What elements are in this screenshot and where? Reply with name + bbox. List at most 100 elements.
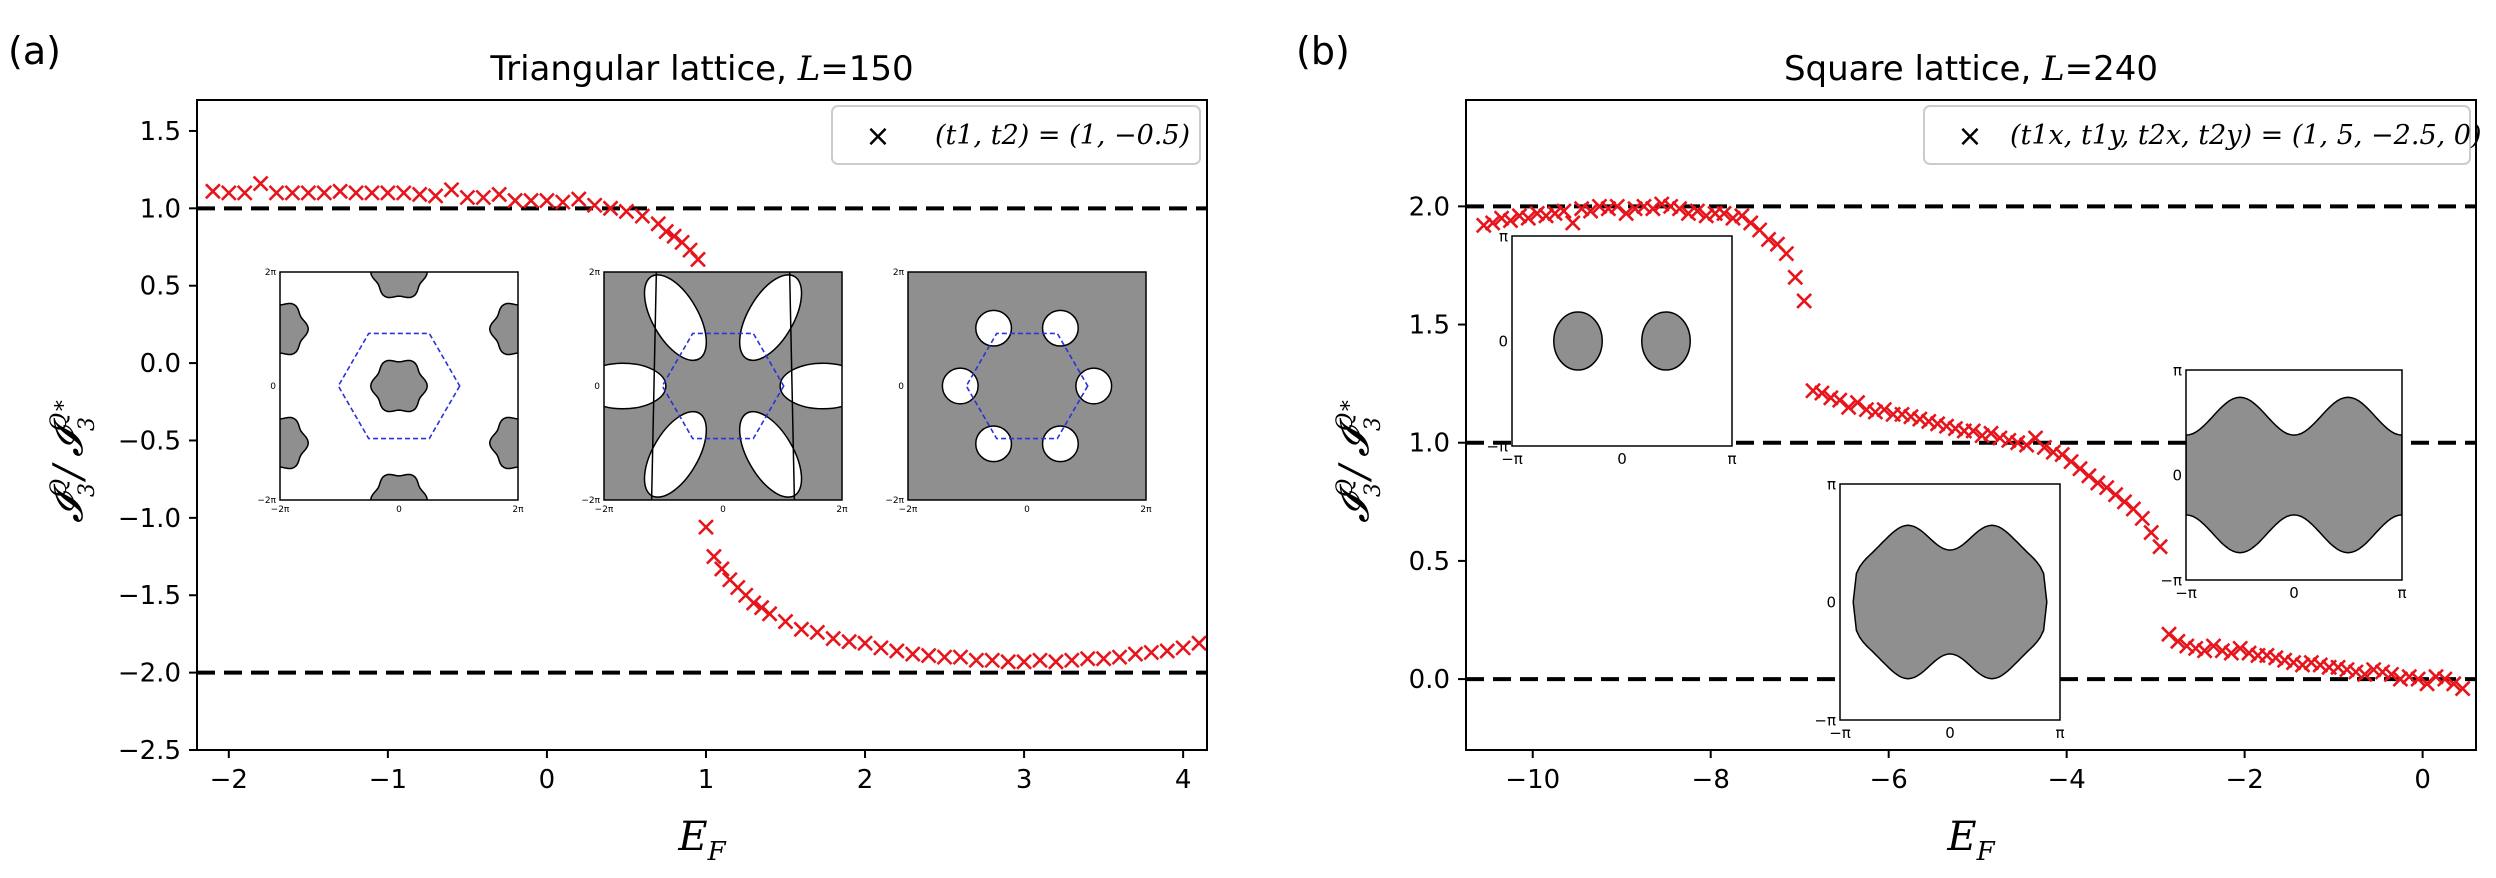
data-point — [2365, 661, 2382, 678]
data-point — [1822, 389, 1839, 406]
inset-y-tick-label: 2π — [893, 268, 905, 278]
data-point — [1191, 635, 1207, 652]
data-point — [1127, 646, 1144, 662]
data-point — [364, 184, 380, 201]
inset-x-tick-label: 0 — [720, 505, 726, 515]
svg-text:3: 3 — [75, 483, 100, 497]
x-axis-label-a: EF — [677, 814, 726, 867]
data-point — [825, 630, 842, 647]
data-point — [1000, 653, 1017, 670]
chart-title-b: Square lattice, L=240 — [1784, 49, 2158, 89]
data-point — [904, 646, 921, 662]
y-tick-label: 0.0 — [1409, 665, 1450, 695]
data-point — [1787, 269, 1804, 286]
data-point — [2152, 538, 2169, 555]
data-point — [2285, 654, 2302, 671]
data-point — [268, 184, 285, 201]
data-point — [952, 649, 969, 666]
data-point — [1475, 217, 1492, 234]
data-point — [1867, 404, 1884, 420]
inset-y-tick-label: −2π — [885, 496, 904, 506]
brillouin-zone — [337, 332, 461, 440]
data-point — [873, 639, 889, 656]
data-point — [1671, 200, 1688, 217]
data-point — [395, 184, 412, 201]
x-tick-label: 2 — [857, 765, 874, 795]
y-axis-ticks-b: 2.0 1.5 1.0 0.5 0.0 — [1409, 192, 1466, 695]
x-tick-label: 1 — [698, 765, 715, 795]
fermi-pocket — [488, 416, 518, 470]
data-point — [1520, 210, 1537, 227]
fermi-pocket — [604, 362, 667, 410]
data-point — [2303, 654, 2320, 671]
data-point — [2428, 668, 2444, 685]
data-point — [1947, 420, 1964, 437]
inset-sq1: −π 0 π π 0 −π — [1486, 227, 1736, 468]
inset-content — [280, 272, 518, 500]
inset-x-tick-label: 0 — [396, 505, 402, 515]
data-point — [1698, 207, 1715, 224]
data-point — [1894, 406, 1910, 423]
y-axis-label-a: 𝓘 Q 3 / 𝓘 Q∗ 3 — [46, 398, 100, 523]
inset-x-tick-label: π — [2397, 584, 2406, 602]
inset-x-tick-label: 2π — [512, 505, 524, 515]
x-tick-label: −8 — [1692, 765, 1730, 795]
y-tick-label: −2.0 — [118, 659, 181, 689]
data-point — [1159, 643, 1176, 659]
data-point — [475, 189, 492, 206]
data-point — [936, 649, 953, 666]
data-point — [539, 192, 555, 209]
data-point — [2330, 659, 2346, 676]
y-tick-label: 1.5 — [1409, 311, 1450, 341]
data-point — [2258, 647, 2275, 664]
data-point — [2187, 640, 2204, 657]
data-point — [1903, 408, 1919, 425]
data-point — [523, 192, 539, 209]
data-point — [1644, 200, 1661, 217]
x-tick-label: −1 — [369, 765, 407, 795]
data-point — [984, 652, 1001, 669]
data-point — [2178, 638, 2195, 654]
data-point — [379, 184, 396, 201]
data-point — [2036, 439, 2053, 456]
data-point — [1974, 427, 1991, 444]
data-point — [602, 200, 619, 217]
inset-y-tick-label: 0 — [898, 382, 904, 392]
svg-text:Q: Q — [47, 479, 72, 497]
inset-y-tick-label: 0 — [1498, 332, 1508, 350]
data-point — [1564, 214, 1581, 231]
data-point — [2214, 642, 2231, 659]
data-point — [1618, 205, 1635, 222]
data-point — [745, 595, 762, 611]
fermi-pocket — [1641, 311, 1691, 371]
data-point — [427, 188, 444, 204]
y-tick-label: 1.0 — [1409, 429, 1450, 459]
data-point — [1063, 652, 1080, 669]
legend-box-b — [1923, 105, 2471, 165]
plot-frame-a — [196, 99, 1208, 751]
data-point — [2339, 661, 2355, 678]
data-point — [1529, 205, 1546, 222]
data-point — [1095, 650, 1112, 667]
x-axis-ticks-a: −2 −1 0 1 2 3 4 — [210, 750, 1191, 795]
y-tick-label: 1.0 — [140, 194, 181, 224]
data-point — [634, 208, 651, 224]
data-point — [1047, 653, 1064, 670]
data-point — [1079, 650, 1096, 667]
inset-x-tick-label: π — [1727, 450, 1736, 468]
data-point — [2445, 675, 2462, 692]
data-point — [300, 184, 317, 201]
x-tick-label: −10 — [1505, 765, 1560, 795]
svg-text:3: 3 — [1361, 483, 1386, 497]
panel-label-a: (a) — [8, 29, 61, 73]
data-point — [1920, 413, 1937, 430]
data-point — [1511, 207, 1528, 224]
data-point — [1858, 401, 1875, 418]
data-point — [2267, 649, 2284, 666]
fermi-pocket — [1041, 425, 1079, 463]
fermi-pocket — [369, 473, 429, 500]
data-point — [2196, 642, 2213, 659]
data-point — [348, 184, 364, 201]
panel-label-b: (b) — [1296, 29, 1350, 73]
x-tick-label: 0 — [539, 765, 556, 795]
